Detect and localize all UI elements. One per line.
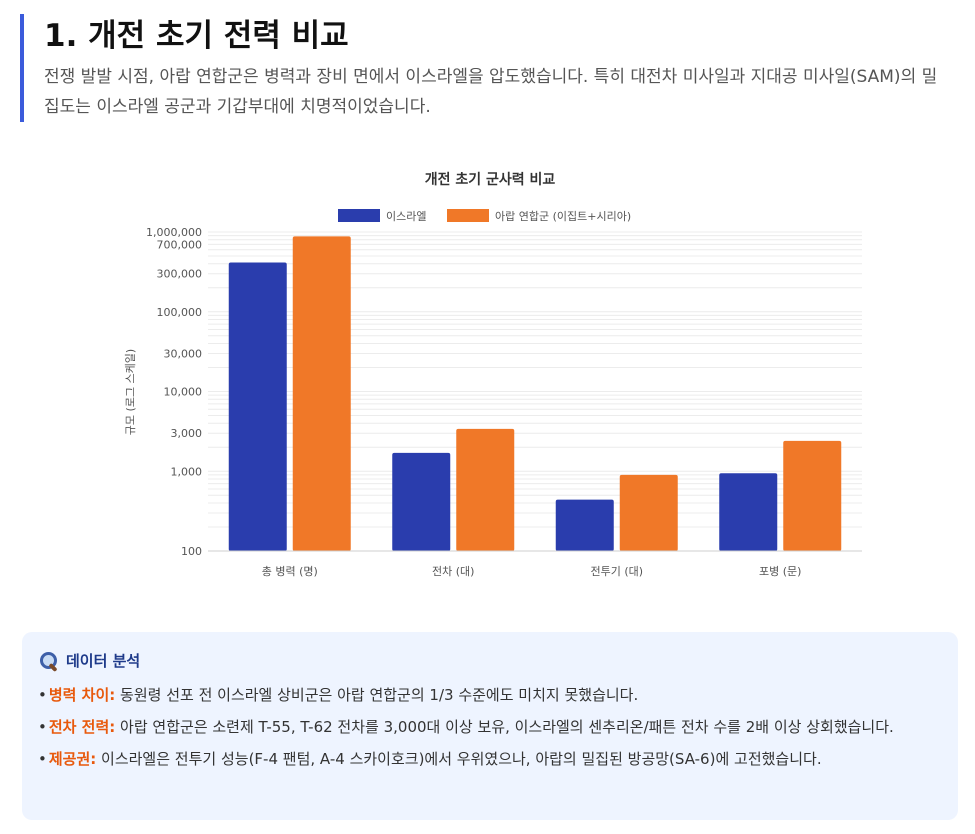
x-tick-label: 전투기 (대)	[590, 565, 643, 578]
y-tick-label: 3,000	[171, 427, 203, 440]
y-tick-label: 1,000,000	[146, 226, 202, 239]
bar-arab-0	[292, 236, 351, 552]
legend-swatch-arab	[447, 209, 489, 222]
x-tick-label: 포병 (문)	[759, 565, 801, 578]
chart-container: 개전 초기 군사력 비교 이스라엘 아랍 연합군 (이집트+시리아) 100 1,…	[0, 150, 975, 610]
bar-arab-2	[619, 474, 678, 551]
analysis-key: 전차 전력:	[48, 718, 116, 736]
section-description: 전쟁 발발 시점, 아랍 연합군은 병력과 장비 면에서 이스라엘을 압도했습니…	[44, 67, 938, 117]
analysis-box: 데이터 분석 • 병력 차이: 동원령 선포 전 이스라엘 상비군은 아랍 연합군…	[22, 632, 958, 820]
y-axis-ticks: 100 1,000 3,000 10,000 30,000 100,000 300,000 7…	[146, 226, 202, 558]
analysis-item-tanks: • 전차 전력: 아랍 연합군은 소련제 T-55, T-62 전차를 3,000…	[38, 718, 894, 736]
y-tick-label: 10,000	[164, 386, 203, 399]
military-comparison-chart: 개전 초기 군사력 비교 이스라엘 아랍 연합군 (이집트+시리아) 100 1,…	[123, 171, 862, 578]
section-header: 1. 개전 초기 전력 비교 전쟁 발발 시점, 아랍 연합군은 병력과 장비 …	[20, 14, 975, 122]
analysis-title: 데이터 분석	[66, 652, 141, 670]
bar-israel-2	[555, 499, 614, 551]
section-title: 1. 개전 초기 전력 비교	[44, 18, 349, 54]
analysis-text: 동원령 선포 전 이스라엘 상비군은 아랍 연합군의 1/3 수준에도 미치지 …	[115, 686, 639, 704]
bar-israel-3	[719, 473, 778, 551]
y-tick-label: 100,000	[157, 306, 203, 319]
legend-label-arab: 아랍 연합군 (이집트+시리아)	[495, 210, 631, 223]
legend-swatch-israel	[338, 209, 380, 222]
bar-arab-3	[783, 440, 842, 551]
x-tick-label: 총 병력 (명)	[262, 565, 318, 578]
legend-label-israel: 이스라엘	[386, 210, 426, 223]
y-tick-label: 100	[181, 545, 202, 558]
bar-israel-1	[392, 452, 451, 551]
y-tick-label: 1,000	[171, 465, 203, 478]
analysis-item-air: • 제공권: 이스라엘은 전투기 성능(F-4 팬텀, A-4 스카이호크)에서 …	[38, 750, 822, 768]
legend: 이스라엘 아랍 연합군 (이집트+시리아)	[338, 209, 631, 223]
x-axis-ticks: 총 병력 (명) 전차 (대) 전투기 (대) 포병 (문)	[262, 565, 802, 578]
magnifier-icon	[38, 651, 60, 671]
bars	[228, 236, 842, 552]
y-tick-label: 300,000	[157, 268, 203, 281]
y-axis-label: 규모 (로그 스케일)	[123, 349, 137, 435]
analysis-text: 아랍 연합군은 소련제 T-55, T-62 전차를 3,000대 이상 보유,…	[115, 718, 894, 736]
analysis-header: 데이터 분석	[38, 650, 940, 671]
analysis-key: 제공권:	[48, 750, 97, 768]
bar-israel-0	[228, 262, 287, 551]
analysis-item-troops: • 병력 차이: 동원령 선포 전 이스라엘 상비군은 아랍 연합군의 1/3 수…	[38, 686, 639, 704]
bar-arab-1	[456, 428, 515, 551]
x-tick-label: 전차 (대)	[432, 565, 474, 578]
analysis-key: 병력 차이:	[48, 686, 116, 704]
chart-title: 개전 초기 군사력 비교	[425, 171, 556, 188]
y-tick-label: 30,000	[164, 347, 203, 360]
y-tick-label: 700,000	[157, 238, 203, 251]
analysis-text: 이스라엘은 전투기 성능(F-4 팬텀, A-4 스카이호크)에서 우위였으나,…	[96, 750, 822, 768]
